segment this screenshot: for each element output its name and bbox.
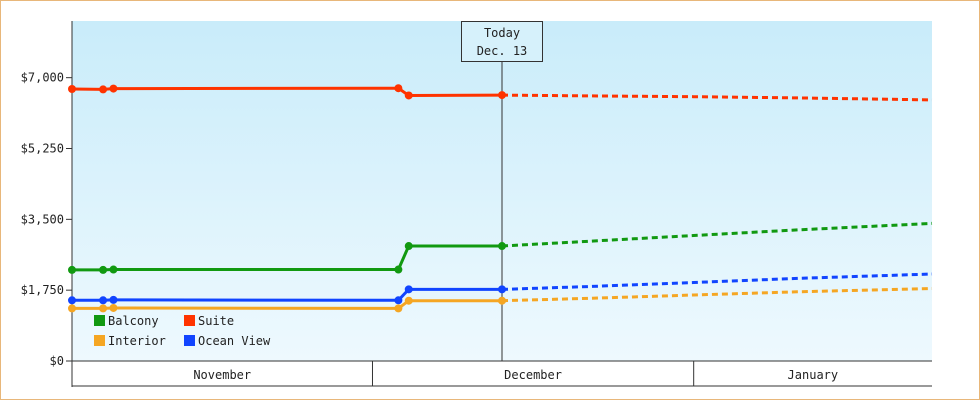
y-tick-label: $5,250 [21,142,64,156]
data-point-balcony [404,242,413,251]
today-marker: Today Dec. 13 [461,21,543,361]
legend: Balcony Suite Interior Ocean View [94,314,271,348]
data-point-suite [68,85,76,93]
data-point-interior [498,296,506,305]
data-point-balcony [498,242,506,251]
month-label: January [788,368,839,382]
y-axis: $0 $1,750 $3,500 $5,250 $7,000 [21,21,73,387]
y-tick-label: $7,000 [21,71,64,85]
y-tick-label: $1,750 [21,283,64,297]
data-point-ocean-view [498,285,506,294]
data-point-interior [394,304,403,313]
data-point-suite [404,91,413,100]
y-tick-label: $3,500 [21,212,64,226]
series-suite-line [71,86,503,98]
legend-label: Balcony [108,314,159,328]
data-point-suite [498,91,506,100]
series-ocean-view-line [72,287,502,302]
data-point-interior [404,296,413,305]
data-point-balcony [99,265,108,274]
data-point-interior [99,304,108,313]
data-point-ocean-view [404,285,413,294]
data-point-ocean-view [109,295,118,304]
today-date: Dec. 13 [477,44,528,58]
series-balcony-line [72,244,502,272]
month-label: November [193,368,251,382]
data-point-suite [99,85,108,94]
data-point-balcony [394,265,403,274]
series-interior-projected [501,287,933,303]
data-point-suite [109,84,118,93]
data-point-ocean-view [68,296,76,305]
legend-label: Ocean View [198,334,271,348]
series-ocean-view-projected [501,272,933,291]
month-label: December [504,368,562,382]
today-label: Today [484,26,520,40]
today-box [461,21,543,62]
series-suite-projected [501,93,933,102]
legend-swatch [184,315,195,326]
data-point-ocean-view [99,296,108,305]
legend-swatch [184,335,195,346]
legend-swatch [94,315,105,326]
data-point-suite [394,84,403,93]
data-point-ocean-view [394,296,403,305]
legend-label: Suite [198,314,234,328]
data-point-interior [109,303,118,312]
legend-swatch [94,335,105,346]
series-balcony-projected [501,221,933,248]
data-point-balcony [68,265,76,274]
data-point-balcony [109,265,118,274]
series-interior-line [72,299,502,310]
series-layer [68,84,933,313]
legend-label: Interior [108,334,166,348]
data-point-interior [68,304,76,313]
x-axis: November December January [72,360,932,387]
y-tick-label: $0 [50,354,64,368]
